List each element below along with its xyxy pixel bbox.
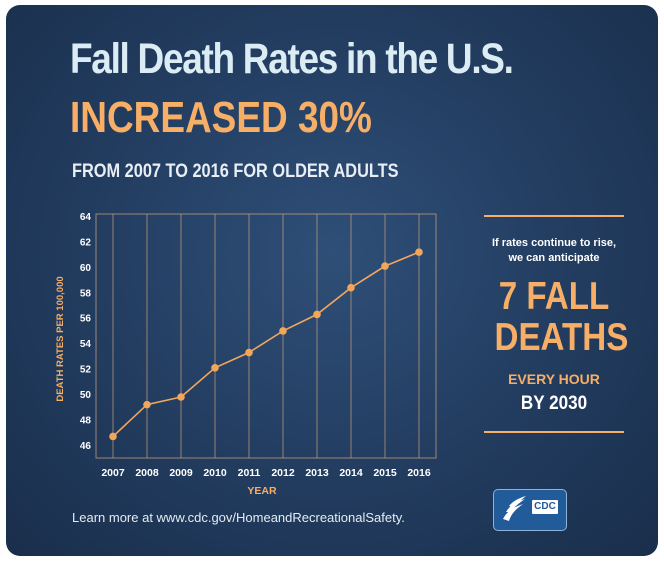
- data-point-2014: [347, 283, 355, 292]
- x-tick-2009: 2009: [169, 467, 193, 479]
- x-tick-2012: 2012: [271, 467, 295, 479]
- subtitle: FROM 2007 TO 2016 FOR OLDER ADULTS: [72, 161, 399, 182]
- panel-divider-top: [484, 215, 624, 217]
- projection-count: 7 FALL: [498, 275, 610, 318]
- y-tick-50: 50: [80, 390, 92, 401]
- line-chart: 46 48 50 52 54 56 58 60 62 64 2007 2008 2009 2010 201…: [55, 212, 437, 497]
- projection-frequency: EVERY HOUR: [508, 371, 600, 387]
- x-tick-2007: 2007: [101, 467, 125, 479]
- x-tick-2015: 2015: [373, 467, 397, 479]
- x-tick-2008: 2008: [135, 467, 159, 479]
- projection-intro-line-2: we can anticipate: [508, 252, 600, 264]
- y-axis-label: DEATH RATES PER 100,000: [55, 276, 66, 401]
- cdc-logo-text: CDC: [534, 501, 556, 512]
- x-tick-2014: 2014: [339, 467, 363, 479]
- series-line: [112, 251, 420, 437]
- y-tick-62: 62: [80, 237, 92, 248]
- infographic-card: Fall Death Rates in the U.S. INCREASED 3…: [6, 5, 658, 556]
- page-title: Fall Death Rates in the U.S.: [70, 35, 514, 83]
- data-point-2007: [109, 432, 117, 441]
- x-axis-label: YEAR: [247, 485, 277, 497]
- x-tick-2010: 2010: [203, 467, 227, 479]
- data-point-2009: [177, 393, 185, 401]
- panel-divider-bottom: [484, 431, 624, 433]
- y-tick-58: 58: [80, 288, 92, 299]
- plot-frame: [95, 213, 437, 459]
- learn-more-text: Learn more at www.cdc.gov/HomeandRecreat…: [72, 510, 405, 525]
- x-tick-labels: 2007 2008 2009 2010 2011 2012 2013 2014 2015 2016: [101, 467, 431, 479]
- chart-grid: [95, 213, 437, 459]
- cdc-logo: CDC: [493, 489, 567, 531]
- y-tick-46: 46: [80, 441, 92, 452]
- x-tick-2011: 2011: [238, 467, 261, 479]
- projection-deaths: DEATHS: [494, 316, 629, 359]
- y-tick-64: 64: [80, 212, 92, 223]
- series-layer: [109, 248, 423, 441]
- data-point-2015: [381, 262, 389, 270]
- y-tick-48: 48: [80, 415, 92, 426]
- y-tick-54: 54: [80, 339, 92, 350]
- cdc-wordmark: CDC: [532, 500, 558, 514]
- data-point-2013: [313, 310, 321, 319]
- data-point-2012: [279, 327, 287, 335]
- y-tick-52: 52: [80, 365, 92, 376]
- projection-year: BY 2030: [520, 393, 588, 414]
- projection-intro-line-1: If rates continue to rise,: [491, 237, 617, 249]
- x-tick-2013: 2013: [305, 467, 329, 479]
- data-point-2008: [143, 400, 151, 409]
- data-point-2016: [415, 248, 423, 256]
- hhs-eagle-icon: [503, 496, 526, 521]
- y-tick-60: 60: [80, 263, 92, 274]
- data-point-2011: [245, 348, 253, 357]
- projection-intro: If rates continue to rise, we can antici…: [484, 236, 624, 266]
- data-point-2010: [211, 363, 219, 372]
- projection-panel: If rates continue to rise, we can antici…: [484, 215, 629, 435]
- x-tick-2016: 2016: [407, 467, 431, 479]
- headline-highlight: INCREASED 30%: [70, 93, 372, 142]
- y-tick-labels: 46 48 50 52 54 56 58 60 62 64: [80, 212, 92, 452]
- y-tick-56: 56: [80, 314, 92, 325]
